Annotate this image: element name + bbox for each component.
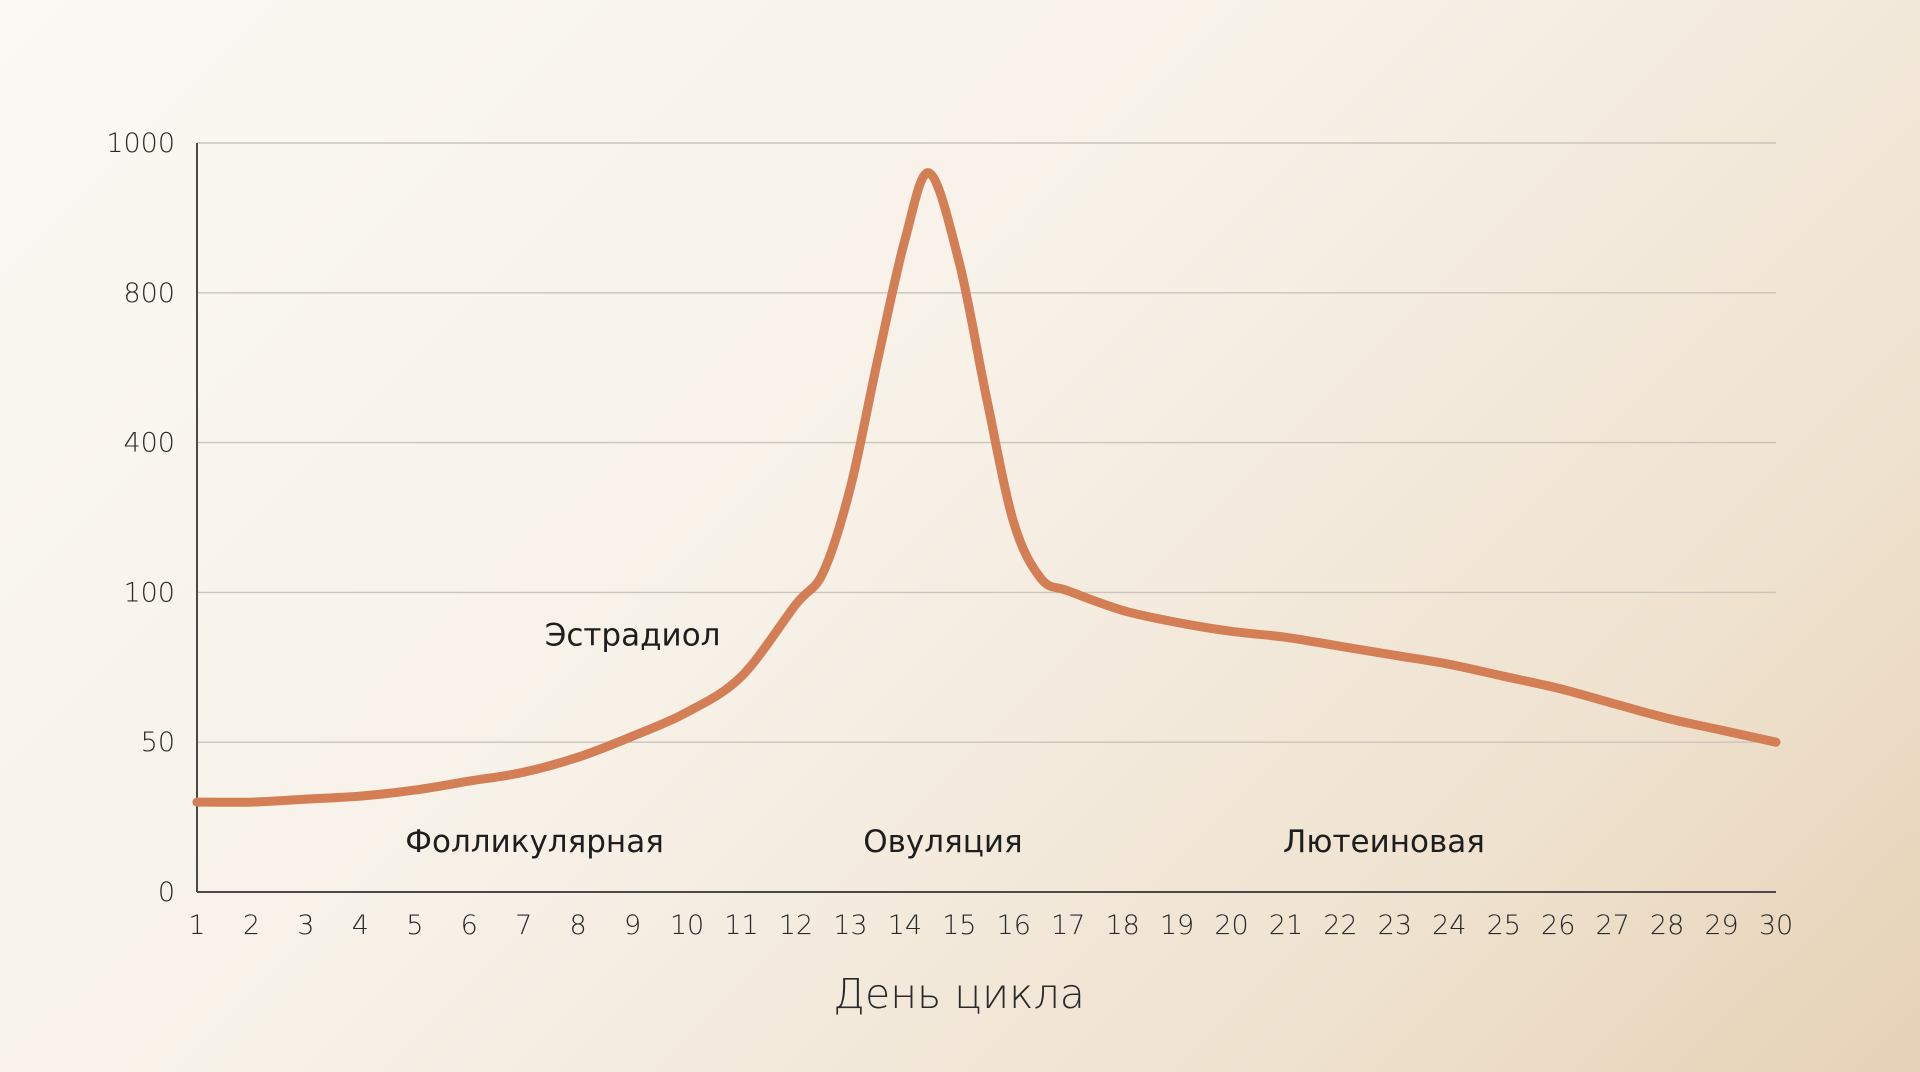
annotation-label: Овуляция — [863, 824, 1022, 860]
x-tick-label: 26 — [1541, 910, 1575, 941]
annotation-label: Фолликулярная — [405, 824, 664, 860]
series — [192, 168, 1781, 807]
x-tick-label: 12 — [779, 910, 813, 941]
x-tick-label: 9 — [624, 910, 641, 941]
x-tick-label: 4 — [352, 910, 369, 941]
x-tick-label: 24 — [1432, 910, 1466, 941]
x-tick-label: 28 — [1650, 910, 1684, 941]
x-tick-label: 22 — [1323, 910, 1357, 941]
x-tick-label: 20 — [1214, 910, 1248, 941]
x-tick-label: 3 — [297, 910, 314, 941]
x-tick-label: 8 — [570, 910, 587, 941]
y-tick-label: 1000 — [106, 128, 175, 159]
x-tick-label: 18 — [1105, 910, 1139, 941]
series-line-0 — [192, 168, 1781, 807]
x-tick-label: 29 — [1704, 910, 1738, 941]
x-tick-labels: 1 2 3 4 5 6 7 8 9 10 11 12 13 14 15 16 17 18 19 20 21 22 23 24 2… — [188, 910, 1793, 941]
x-tick-label: 7 — [515, 910, 532, 941]
x-tick-label: 21 — [1269, 910, 1303, 941]
y-tick-label: 100 — [123, 577, 175, 608]
x-tick-label: 13 — [833, 910, 867, 941]
x-tick-label: 5 — [406, 910, 423, 941]
y-tick-label: 400 — [123, 428, 175, 459]
gridlines — [197, 142, 1776, 743]
y-tick-labels: 0 50 100 400 800 1000 — [106, 128, 175, 908]
x-tick-label: 25 — [1487, 910, 1521, 941]
x-axis-title: День цикла — [833, 970, 1085, 1018]
annotation-label: Эстрадиол — [545, 617, 721, 653]
x-tick-label: 23 — [1378, 910, 1412, 941]
x-tick-label: 6 — [461, 910, 478, 941]
x-tick-label: 1 — [188, 910, 205, 941]
x-tick-label: 10 — [670, 910, 704, 941]
x-tick-label: 27 — [1595, 910, 1629, 941]
x-tick-label: 11 — [724, 910, 758, 941]
x-tick-label: 30 — [1759, 910, 1793, 941]
x-tick-label: 14 — [888, 910, 922, 941]
x-tick-label: 15 — [942, 910, 976, 941]
x-tick-label: 17 — [1051, 910, 1085, 941]
x-tick-label: 16 — [997, 910, 1031, 941]
annotation-label: Лютеиновая — [1283, 824, 1485, 860]
y-tick-label: 0 — [158, 877, 175, 908]
x-tick-label: 2 — [243, 910, 260, 941]
y-tick-label: 50 — [141, 727, 175, 758]
annotations: Эстрадиол Фолликулярная Овуляция Лютеиновая — [405, 617, 1485, 860]
y-tick-label: 800 — [123, 278, 175, 309]
x-tick-label: 19 — [1160, 910, 1194, 941]
axes — [196, 143, 1776, 893]
